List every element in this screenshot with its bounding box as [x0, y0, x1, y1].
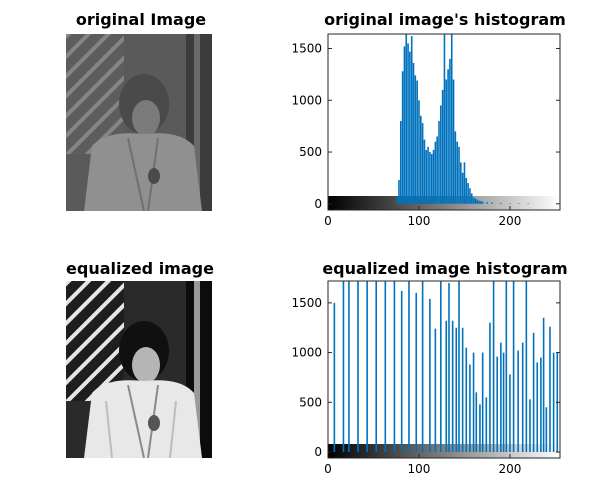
eq-xtick-label: 0 — [324, 462, 332, 476]
eq-ytick-label: 1000 — [291, 346, 322, 360]
equalized-histogram-title: equalized image histogram — [315, 259, 575, 278]
eq-xtick-label: 200 — [499, 462, 522, 476]
eq-ytick-label: 1500 — [291, 296, 322, 310]
eq-colorbar — [328, 444, 560, 458]
eq-axes-box — [328, 281, 560, 458]
eq-xtick-label: 100 — [408, 462, 431, 476]
eq-ytick-label: 0 — [314, 445, 322, 459]
eq-ytick-label: 500 — [299, 395, 322, 409]
